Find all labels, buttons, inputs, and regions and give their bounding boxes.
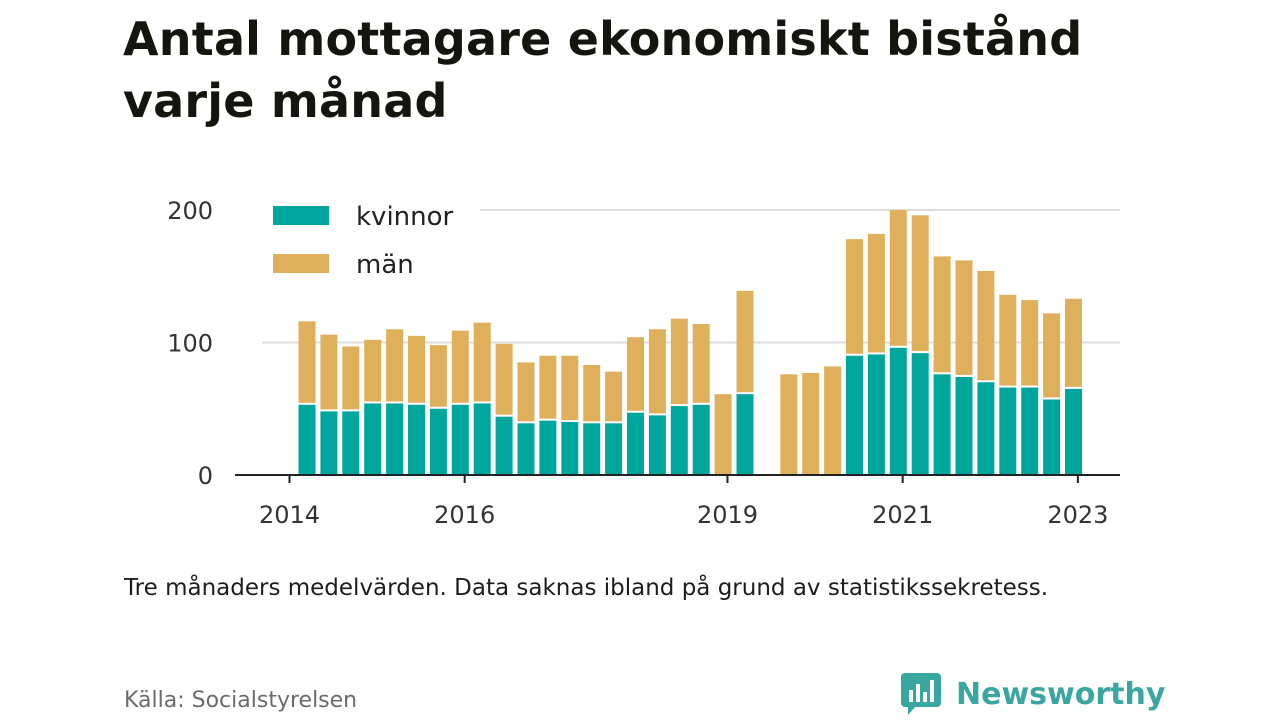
legend-swatch-kvinnor (273, 206, 329, 225)
bar-man (692, 323, 710, 403)
bar-man (320, 334, 338, 410)
bar-kvinnor (408, 404, 425, 475)
bar-man (933, 256, 951, 373)
chart-title: Antal mottagare ekonomiskt bistånd varje… (123, 12, 1083, 128)
newsworthy-logo-icon (901, 673, 941, 715)
legend: kvinnor män (262, 190, 480, 290)
bar-man (1043, 313, 1061, 398)
legend-label: män (356, 250, 414, 280)
bar-man (495, 343, 513, 415)
bar-kvinnor (889, 347, 907, 475)
bar-man (999, 294, 1017, 386)
axes: 0 100 200 2014 2016 2019 2021 2023 (167, 197, 1120, 529)
bar-man (889, 210, 907, 346)
bar-kvinnor (933, 374, 951, 475)
y-tick-label: 200 (167, 197, 213, 225)
bar-kvinnor (342, 411, 360, 475)
bar-kvinnor (736, 394, 754, 475)
bar-kvinnor (977, 382, 995, 475)
bar-kvinnor (1065, 388, 1082, 475)
bar-man (1021, 300, 1039, 386)
bar-kvinnor (583, 423, 601, 475)
bar-kvinnor (1021, 387, 1039, 475)
bar-kvinnor (539, 420, 557, 475)
bar-man (429, 345, 447, 407)
bar-kvinnor (999, 387, 1017, 475)
x-tick-label: 2019 (697, 501, 758, 529)
bar-kvinnor (473, 403, 491, 475)
bar-man (670, 318, 688, 405)
x-tick-label: 2021 (872, 501, 933, 529)
bar-kvinnor (670, 406, 688, 475)
bar-man (298, 321, 316, 403)
chart-note: Tre månaders medelvärden. Data saknas ib… (124, 575, 1049, 601)
bar-man (386, 329, 404, 402)
bar-kvinnor (846, 355, 863, 475)
bar-kvinnor (627, 412, 644, 475)
bar-man (802, 372, 820, 475)
bar-kvinnor (561, 422, 579, 475)
bar-kvinnor (911, 353, 929, 475)
x-tick-label: 2023 (1047, 501, 1108, 529)
bar-man (473, 322, 491, 402)
bar-kvinnor (955, 376, 973, 475)
bar-kvinnor (451, 404, 469, 475)
bar-kvinnor (605, 423, 623, 475)
bar-kvinnor (386, 403, 404, 475)
bar-man (539, 355, 557, 419)
bar-kvinnor (1043, 399, 1061, 475)
bar-kvinnor (429, 408, 447, 475)
y-tick-label: 0 (198, 462, 213, 490)
bar-man (977, 270, 995, 381)
bar-man (408, 335, 425, 403)
brand-logo: Newsworthy (900, 668, 1165, 720)
bar-kvinnor (320, 411, 338, 475)
legend-swatch-man (273, 254, 329, 273)
bar-man (714, 394, 732, 475)
bar-man (364, 339, 382, 402)
legend-label: kvinnor (356, 202, 454, 232)
bar-kvinnor (495, 416, 513, 475)
bar-man (736, 290, 754, 393)
x-tick-label: 2016 (434, 501, 495, 529)
brand-name: Newsworthy (956, 676, 1166, 712)
source-credit: Källa: Socialstyrelsen (124, 688, 358, 713)
bar-man (911, 215, 929, 352)
bar-kvinnor (517, 423, 535, 475)
y-tick-label: 100 (167, 330, 213, 358)
bar-man (648, 329, 666, 414)
bar-man (1065, 298, 1082, 387)
bar-kvinnor (692, 404, 710, 475)
bars (298, 210, 1082, 475)
bar-man (627, 337, 644, 411)
bar-man (824, 366, 842, 475)
bar-man (846, 239, 863, 354)
bar-kvinnor (298, 404, 316, 475)
bar-kvinnor (364, 403, 382, 475)
x-tick-label: 2014 (259, 501, 320, 529)
bar-man (583, 365, 601, 422)
bar-man (342, 346, 360, 410)
bar-man (867, 233, 885, 353)
bar-man (517, 362, 535, 422)
bar-man (780, 374, 798, 475)
bar-man (451, 330, 469, 403)
stacked-bar-chart: 0 100 200 2014 2016 2019 2021 2023 kvinnor män (167, 190, 1120, 529)
bar-man (561, 355, 579, 420)
bar-man (955, 260, 973, 375)
bar-kvinnor (867, 354, 885, 475)
bar-kvinnor (648, 415, 666, 475)
bar-man (605, 371, 623, 422)
